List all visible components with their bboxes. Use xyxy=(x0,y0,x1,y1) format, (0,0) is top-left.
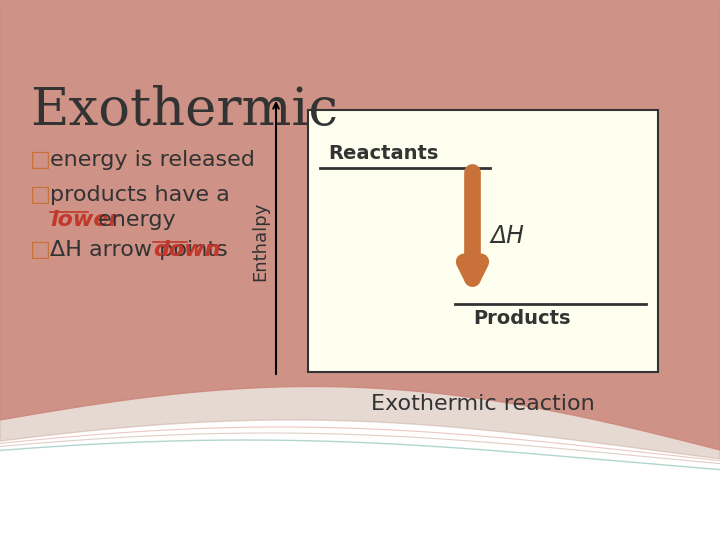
Text: Reactants: Reactants xyxy=(328,144,438,163)
Text: products have a: products have a xyxy=(50,185,230,205)
Text: □: □ xyxy=(30,150,51,170)
Text: □: □ xyxy=(30,185,51,205)
Text: Products: Products xyxy=(473,309,570,328)
Text: lower: lower xyxy=(50,210,120,230)
Text: ΔH: ΔH xyxy=(490,224,524,248)
Text: ΔH arrow points: ΔH arrow points xyxy=(50,240,235,260)
Text: energy: energy xyxy=(91,210,176,230)
Text: energy is released: energy is released xyxy=(50,150,255,170)
Text: Enthalpy: Enthalpy xyxy=(251,201,269,281)
Text: □: □ xyxy=(30,240,51,260)
Text: Exothermic reaction: Exothermic reaction xyxy=(371,394,595,414)
Bar xyxy=(308,110,658,372)
Text: Exothermic: Exothermic xyxy=(30,85,338,136)
Text: down: down xyxy=(153,240,220,260)
